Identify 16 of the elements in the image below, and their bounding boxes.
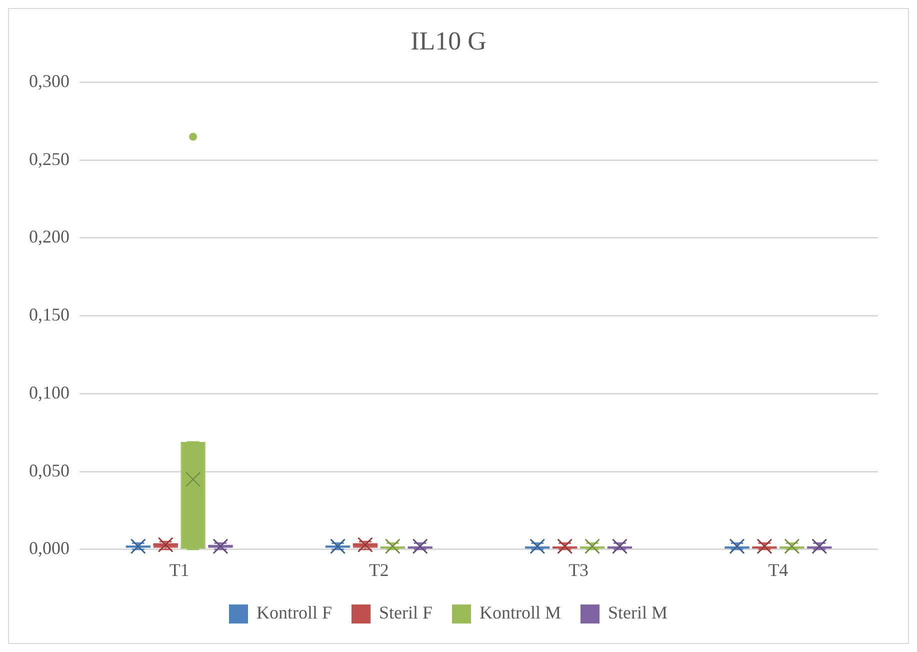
x-tick-label: T2	[368, 560, 389, 580]
y-tick-label: 0,200	[29, 226, 70, 247]
legend-label: Kontroll M	[480, 602, 562, 623]
y-tick-label: 0,250	[29, 148, 70, 169]
chart-title: IL10 G	[410, 26, 486, 56]
legend-label: Steril F	[379, 602, 433, 623]
y-tick-label: 0,300	[29, 70, 70, 91]
legend-label: Steril M	[608, 602, 668, 623]
x-tick-label: T3	[568, 560, 589, 580]
y-tick-label: 0,100	[29, 382, 70, 402]
x-tick-label: T1	[169, 560, 190, 580]
y-tick-label: 0,150	[29, 304, 70, 325]
x-tick-label: T4	[768, 560, 788, 580]
y-tick-label: 0,000	[29, 538, 70, 558]
y-tick-label: 0,050	[29, 460, 70, 480]
legend-label: Kontroll F	[256, 602, 332, 623]
